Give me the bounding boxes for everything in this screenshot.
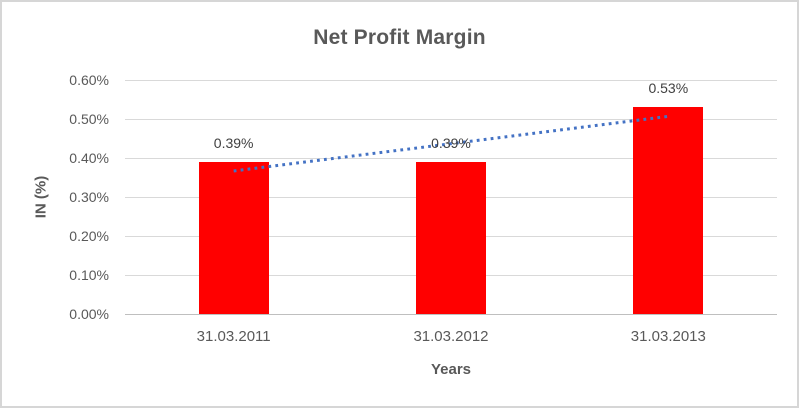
x-axis-title: Years xyxy=(430,361,472,378)
x-axis-line xyxy=(125,314,777,315)
y-tick-label: 0.10% xyxy=(69,267,109,283)
data-label: 0.39% xyxy=(213,134,254,151)
y-tick-label: 0.30% xyxy=(69,189,109,205)
trendline-path xyxy=(233,114,669,173)
gridline xyxy=(125,158,777,159)
y-tick-label: 0.00% xyxy=(69,306,109,322)
trendline xyxy=(233,114,669,173)
x-category-label: 31.03.2011 xyxy=(196,328,271,345)
bar-31.03.2012 xyxy=(416,161,486,314)
y-tick-label: 0.20% xyxy=(69,228,109,244)
data-label: 0.53% xyxy=(648,80,689,97)
y-tick-label: 0.60% xyxy=(69,72,109,88)
y-tick-label: 0.40% xyxy=(69,150,109,166)
x-category-label: 31.03.2013 xyxy=(630,328,706,345)
y-tick-label: 0.50% xyxy=(69,111,109,127)
gridline xyxy=(125,119,777,120)
bar-31.03.2013 xyxy=(633,107,704,314)
bar-31.03.2011 xyxy=(198,161,269,314)
gridline xyxy=(125,80,777,81)
data-label: 0.39% xyxy=(431,134,471,151)
x-category-label: 31.03.2012 xyxy=(413,328,489,345)
chart-title: Net Profit Margin xyxy=(313,26,486,49)
plot-area: 0.39% 0.39% 0.53% xyxy=(125,80,777,315)
